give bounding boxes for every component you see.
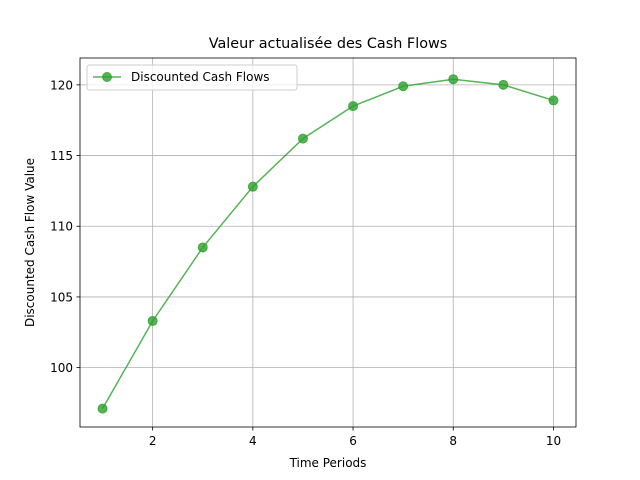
legend: Discounted Cash Flows	[86, 64, 298, 91]
data-point	[247, 181, 258, 192]
y-tick-label: 115	[50, 149, 73, 163]
data-point	[348, 101, 359, 112]
y-tick-label: 110	[50, 220, 73, 234]
legend-label: Discounted Cash Flows	[131, 70, 270, 84]
data-point	[498, 79, 509, 90]
x-tick-label: 2	[149, 434, 157, 448]
data-point	[197, 242, 208, 253]
data-point	[448, 74, 459, 85]
plot-area	[80, 58, 576, 427]
x-tick-label: 10	[546, 434, 561, 448]
data-point	[297, 133, 308, 144]
y-axis-label: Discounted Cash Flow Value	[23, 158, 37, 327]
y-tick-label: 120	[50, 78, 73, 92]
x-tick-label: 4	[249, 434, 257, 448]
ticks: 2 4 6 8 10 100 105 110 115 120	[50, 78, 561, 448]
x-axis-label: Time Periods	[289, 456, 367, 470]
x-tick-label: 8	[449, 434, 457, 448]
data-point	[147, 315, 158, 326]
series-line	[101, 78, 554, 409]
grid	[80, 58, 576, 427]
data-point	[398, 81, 409, 92]
data-point	[97, 403, 108, 414]
y-tick-label: 100	[50, 361, 73, 375]
plot-frame	[79, 57, 577, 428]
y-tick-label: 105	[50, 290, 73, 304]
legend-marker	[102, 72, 112, 82]
data-point	[548, 95, 559, 106]
legend-box	[86, 64, 298, 91]
chart-title: Valeur actualisée des Cash Flows	[209, 36, 448, 52]
series-layer	[97, 74, 559, 414]
x-tick-label: 6	[349, 434, 357, 448]
